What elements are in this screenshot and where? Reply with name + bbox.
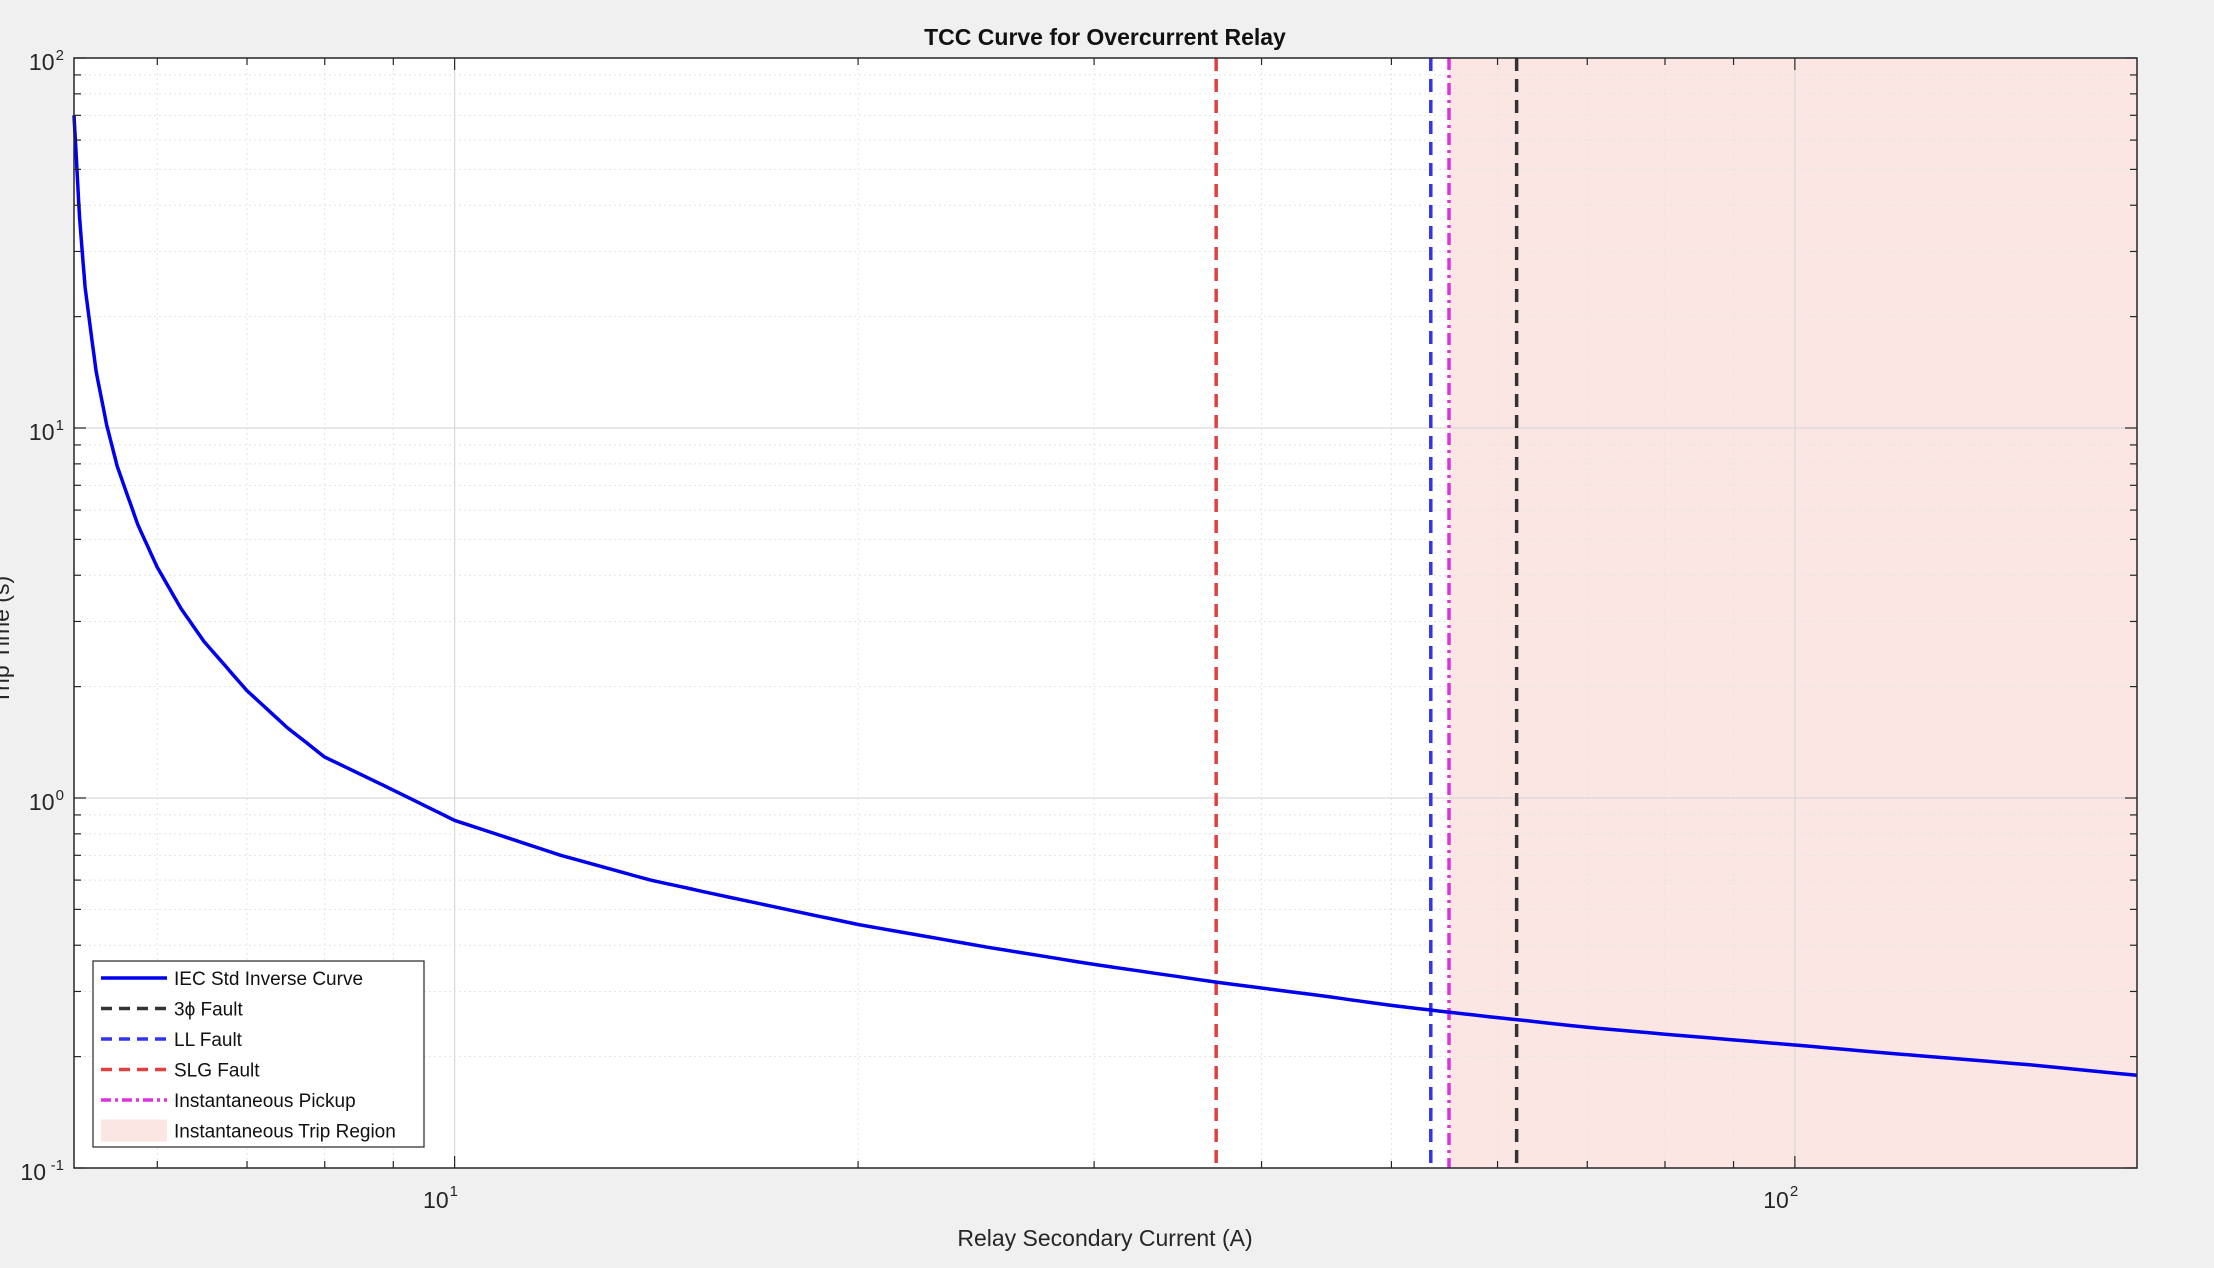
y-tick-label: -1 10 bbox=[20, 1157, 64, 1185]
instantaneous-trip-region bbox=[1449, 58, 2137, 1168]
legend-label: 3ϕ Fault bbox=[174, 1000, 243, 1021]
legend-entry: LL Fault bbox=[101, 1030, 243, 1051]
legend-entry: IEC Std Inverse Curve bbox=[101, 969, 363, 990]
svg-text:10: 10 bbox=[29, 789, 55, 815]
x-tick-label: 10 1 bbox=[423, 1183, 458, 1213]
x-axis-label: Relay Secondary Current (A) bbox=[957, 1225, 1252, 1251]
legend-swatch bbox=[101, 1119, 167, 1142]
svg-text:-1: -1 bbox=[51, 1157, 64, 1174]
y-tick-label: 010 bbox=[29, 787, 64, 815]
legend-label: SLG Fault bbox=[174, 1061, 260, 1082]
y-axis-label: Trip Time (s) bbox=[0, 576, 14, 704]
chart-title: TCC Curve for Overcurrent Relay bbox=[924, 24, 1286, 50]
y-tick-label: 210 bbox=[29, 47, 64, 75]
svg-text:2: 2 bbox=[56, 47, 64, 64]
legend-label: LL Fault bbox=[174, 1030, 243, 1051]
legend-entry: SLG Fault bbox=[101, 1061, 260, 1082]
x-tick-label: 10 2 bbox=[1763, 1183, 1798, 1213]
svg-text:1: 1 bbox=[56, 417, 64, 434]
iec-std-inverse-curve bbox=[72, 115, 2138, 1078]
legend-entry: Instantaneous Trip Region bbox=[101, 1119, 396, 1143]
svg-text:10: 10 bbox=[29, 419, 55, 445]
svg-text:0: 0 bbox=[56, 787, 64, 804]
legend-box bbox=[92, 960, 425, 1148]
svg-text:10: 10 bbox=[29, 49, 55, 75]
legend-entry: Instantaneous Pickup bbox=[101, 1091, 356, 1112]
axes-box bbox=[73, 57, 2138, 1169]
svg-text:2: 2 bbox=[1790, 1183, 1798, 1200]
y-tick-label: 110 bbox=[29, 417, 64, 445]
legend-label: Instantaneous Trip Region bbox=[174, 1122, 396, 1143]
svg-text:1: 1 bbox=[450, 1183, 458, 1200]
legend-entry: 3ϕ Fault bbox=[101, 1000, 243, 1021]
svg-text:10: 10 bbox=[20, 1159, 46, 1185]
legend: IEC Std Inverse Curve 3ϕ Fault LL Fault SLG… bbox=[92, 960, 425, 1148]
svg-text:10: 10 bbox=[1763, 1187, 1789, 1213]
legend-label: Instantaneous Pickup bbox=[174, 1091, 356, 1112]
legend-label: IEC Std Inverse Curve bbox=[174, 969, 363, 990]
svg-text:10: 10 bbox=[423, 1187, 449, 1213]
